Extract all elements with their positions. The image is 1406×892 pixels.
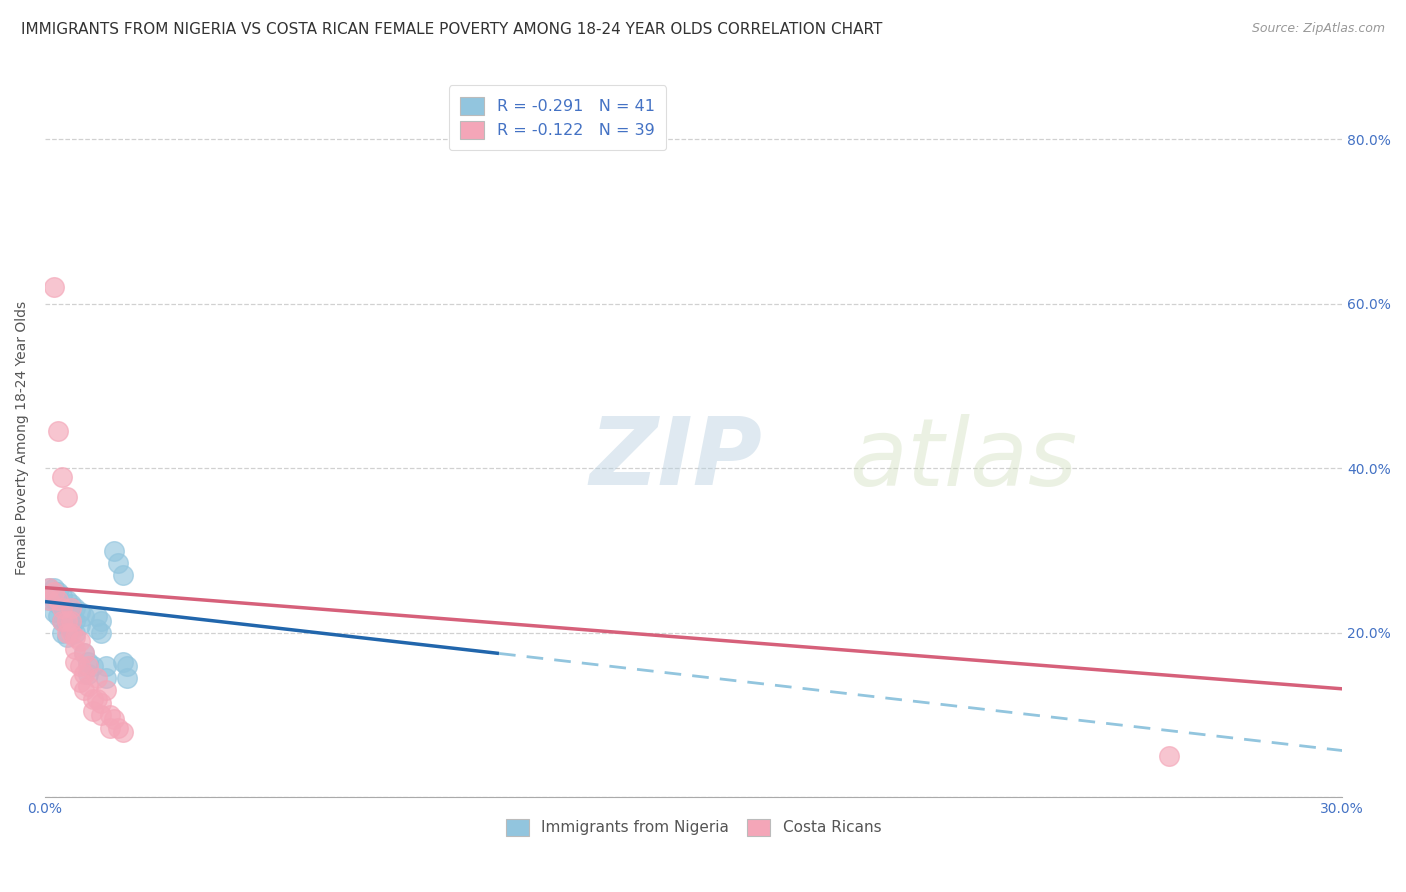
- Point: [98, 721, 121, 735]
- Point: [107, 556, 129, 570]
- Point: [51, 601, 73, 615]
- Point: [38, 593, 60, 607]
- Point: [94, 683, 117, 698]
- Point: [94, 658, 117, 673]
- Point: [46, 597, 69, 611]
- Point: [90, 614, 112, 628]
- Point: [65, 601, 87, 615]
- Point: [51, 614, 73, 628]
- Point: [86, 671, 108, 685]
- Point: [65, 655, 87, 669]
- Point: [59, 601, 82, 615]
- Point: [46, 593, 69, 607]
- Point: [46, 584, 69, 599]
- Point: [82, 704, 104, 718]
- Point: [107, 721, 129, 735]
- Point: [42, 280, 65, 294]
- Point: [55, 605, 77, 619]
- Point: [90, 696, 112, 710]
- Text: atlas: atlas: [849, 414, 1077, 505]
- Point: [59, 597, 82, 611]
- Point: [69, 634, 91, 648]
- Point: [51, 625, 73, 640]
- Point: [77, 667, 100, 681]
- Point: [73, 667, 96, 681]
- Point: [55, 617, 77, 632]
- Point: [38, 581, 60, 595]
- Point: [103, 712, 125, 726]
- Text: Source: ZipAtlas.com: Source: ZipAtlas.com: [1251, 22, 1385, 36]
- Text: ZIP: ZIP: [591, 413, 762, 505]
- Point: [46, 424, 69, 438]
- Point: [55, 625, 77, 640]
- Point: [82, 691, 104, 706]
- Point: [111, 724, 134, 739]
- Point: [86, 691, 108, 706]
- Point: [42, 584, 65, 599]
- Point: [51, 601, 73, 615]
- Point: [55, 614, 77, 628]
- Point: [73, 647, 96, 661]
- Point: [59, 625, 82, 640]
- Point: [90, 708, 112, 723]
- Point: [38, 581, 60, 595]
- Point: [73, 647, 96, 661]
- Point: [111, 568, 134, 582]
- Point: [111, 655, 134, 669]
- Point: [86, 609, 108, 624]
- Point: [65, 630, 87, 644]
- Point: [73, 609, 96, 624]
- Y-axis label: Female Poverty Among 18-24 Year Olds: Female Poverty Among 18-24 Year Olds: [15, 301, 30, 574]
- Point: [77, 679, 100, 693]
- Point: [65, 625, 87, 640]
- Point: [90, 625, 112, 640]
- Point: [94, 671, 117, 685]
- Point: [69, 675, 91, 690]
- Point: [42, 605, 65, 619]
- Point: [69, 658, 91, 673]
- Point: [55, 490, 77, 504]
- Point: [86, 622, 108, 636]
- Point: [59, 614, 82, 628]
- Point: [98, 708, 121, 723]
- Legend: Immigrants from Nigeria, Costa Ricans: Immigrants from Nigeria, Costa Ricans: [498, 811, 889, 844]
- Point: [46, 609, 69, 624]
- Point: [42, 581, 65, 595]
- Point: [55, 593, 77, 607]
- Point: [65, 642, 87, 657]
- Point: [103, 543, 125, 558]
- Point: [42, 593, 65, 607]
- Point: [69, 617, 91, 632]
- Point: [115, 671, 138, 685]
- Point: [73, 683, 96, 698]
- Point: [82, 658, 104, 673]
- Point: [38, 593, 60, 607]
- Text: IMMIGRANTS FROM NIGERIA VS COSTA RICAN FEMALE POVERTY AMONG 18-24 YEAR OLDS CORR: IMMIGRANTS FROM NIGERIA VS COSTA RICAN F…: [21, 22, 883, 37]
- Point: [51, 614, 73, 628]
- Point: [55, 630, 77, 644]
- Point: [65, 614, 87, 628]
- Point: [59, 622, 82, 636]
- Point: [77, 655, 100, 669]
- Point: [115, 658, 138, 673]
- Point: [77, 658, 100, 673]
- Point: [51, 589, 73, 603]
- Point: [51, 469, 73, 483]
- Point: [69, 605, 91, 619]
- Point: [1159, 749, 1181, 764]
- Point: [59, 609, 82, 624]
